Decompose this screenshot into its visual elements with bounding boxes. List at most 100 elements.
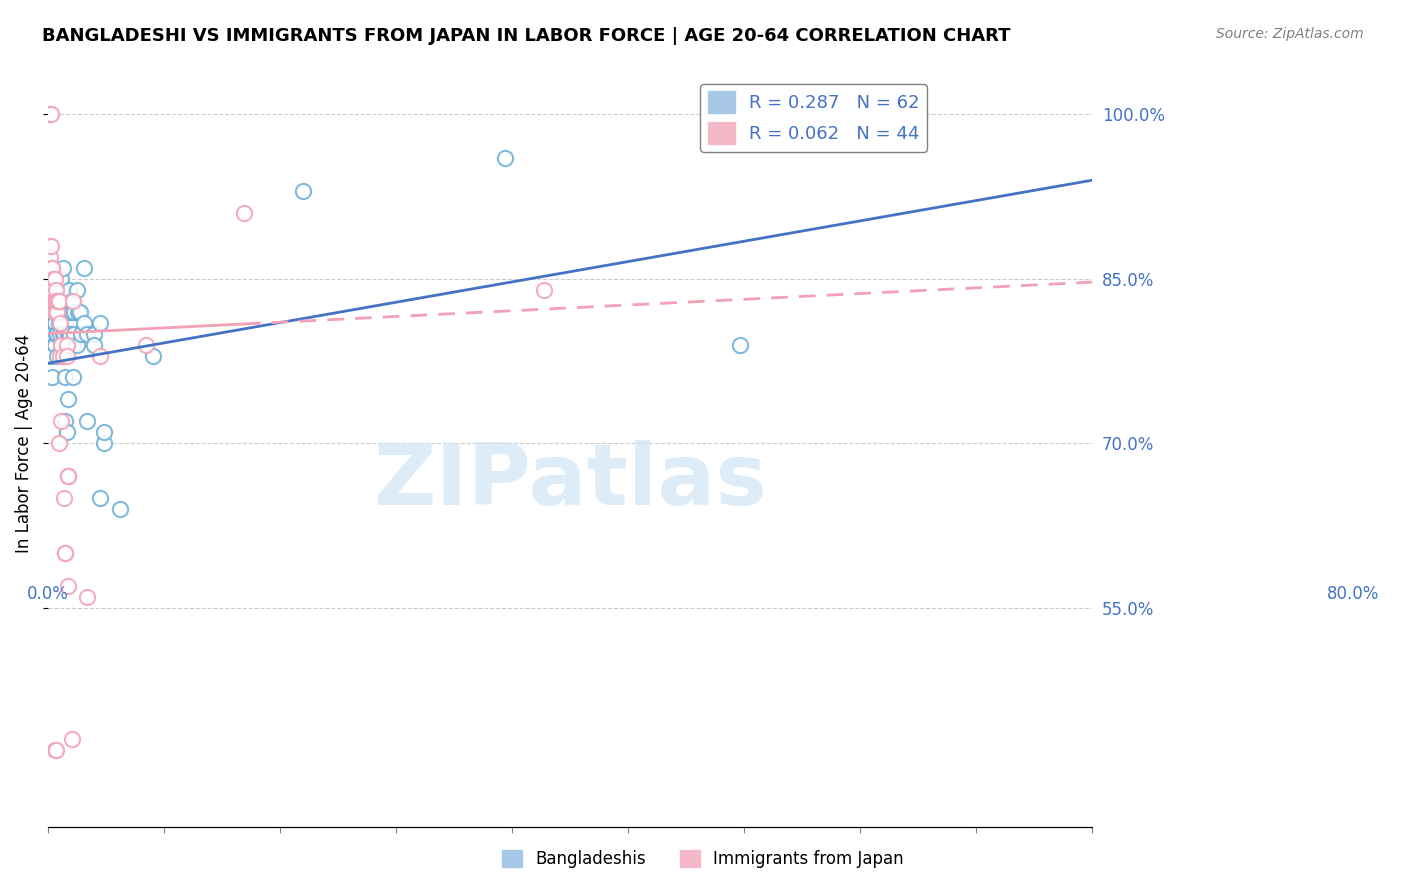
Point [60,293,83,308]
Point [108,502,131,516]
Point [49,326,72,341]
Point [62,337,84,351]
Point [53,546,76,560]
Point [38,250,60,264]
Point [83,326,105,341]
Point [44,293,66,308]
Point [42,272,65,286]
Legend: R = 0.287   N = 62, R = 0.062   N = 44: R = 0.287 N = 62, R = 0.062 N = 44 [700,84,927,152]
Y-axis label: In Labor Force | Age 20-64: In Labor Force | Age 20-64 [15,334,32,553]
Point [45,743,67,757]
Point [58,283,80,297]
Point [69,304,91,318]
Point [48,293,70,308]
Text: 80.0%: 80.0% [1327,585,1379,603]
Point [48,316,70,330]
Point [533,283,555,297]
Text: BANGLADESHI VS IMMIGRANTS FROM JAPAN IN LABOR FORCE | AGE 20-64 CORRELATION CHAR: BANGLADESHI VS IMMIGRANTS FROM JAPAN IN … [42,27,1011,45]
Point [51,337,73,351]
Point [44,337,66,351]
Point [52,326,75,341]
Point [46,304,69,318]
Point [62,293,84,308]
Point [42,326,65,341]
Point [142,349,165,363]
Point [51,293,73,308]
Point [52,491,75,505]
Point [89,349,111,363]
Point [51,283,73,297]
Point [56,326,79,341]
Legend: Bangladeshis, Immigrants from Japan: Bangladeshis, Immigrants from Japan [496,843,910,875]
Point [41,260,63,275]
Point [55,337,77,351]
Point [51,272,73,286]
Point [39,349,62,363]
Point [48,283,70,297]
Point [60,304,83,318]
Point [46,326,69,341]
Point [93,425,115,440]
Point [72,260,94,275]
Text: 0.0%: 0.0% [27,585,69,603]
Point [728,337,751,351]
Point [44,316,66,330]
Point [56,579,79,593]
Point [76,414,98,428]
Point [63,304,86,318]
Point [55,337,77,351]
Point [70,326,93,341]
Point [83,337,105,351]
Text: Source: ZipAtlas.com: Source: ZipAtlas.com [1216,27,1364,41]
Point [41,304,63,318]
Point [38,239,60,253]
Point [41,272,63,286]
Point [53,370,76,384]
Point [76,590,98,604]
Point [46,349,69,363]
Point [42,293,65,308]
Point [44,304,66,318]
Point [42,293,65,308]
Point [494,151,516,165]
Point [55,425,77,440]
Point [49,349,72,363]
Point [39,107,62,121]
Point [52,293,75,308]
Point [72,316,94,330]
Point [38,107,60,121]
Point [135,337,157,351]
Point [59,326,82,341]
Point [49,316,72,330]
Point [56,392,79,407]
Point [58,326,80,341]
Point [55,349,77,363]
Point [44,272,66,286]
Point [63,326,86,341]
Text: ZIPatlas: ZIPatlas [374,440,768,523]
Point [45,293,67,308]
Point [62,370,84,384]
Point [89,491,111,505]
Point [51,337,73,351]
Point [48,293,70,308]
Point [49,304,72,318]
Point [51,414,73,428]
Point [41,370,63,384]
Point [53,546,76,560]
Point [56,469,79,483]
Point [38,326,60,341]
Point [42,283,65,297]
Point [291,184,314,198]
Point [52,349,75,363]
Point [52,326,75,341]
Point [59,304,82,318]
Point [233,206,256,220]
Point [48,436,70,450]
Point [60,732,83,747]
Point [93,436,115,450]
Point [41,260,63,275]
Point [886,107,908,121]
Point [45,304,67,318]
Point [56,469,79,483]
